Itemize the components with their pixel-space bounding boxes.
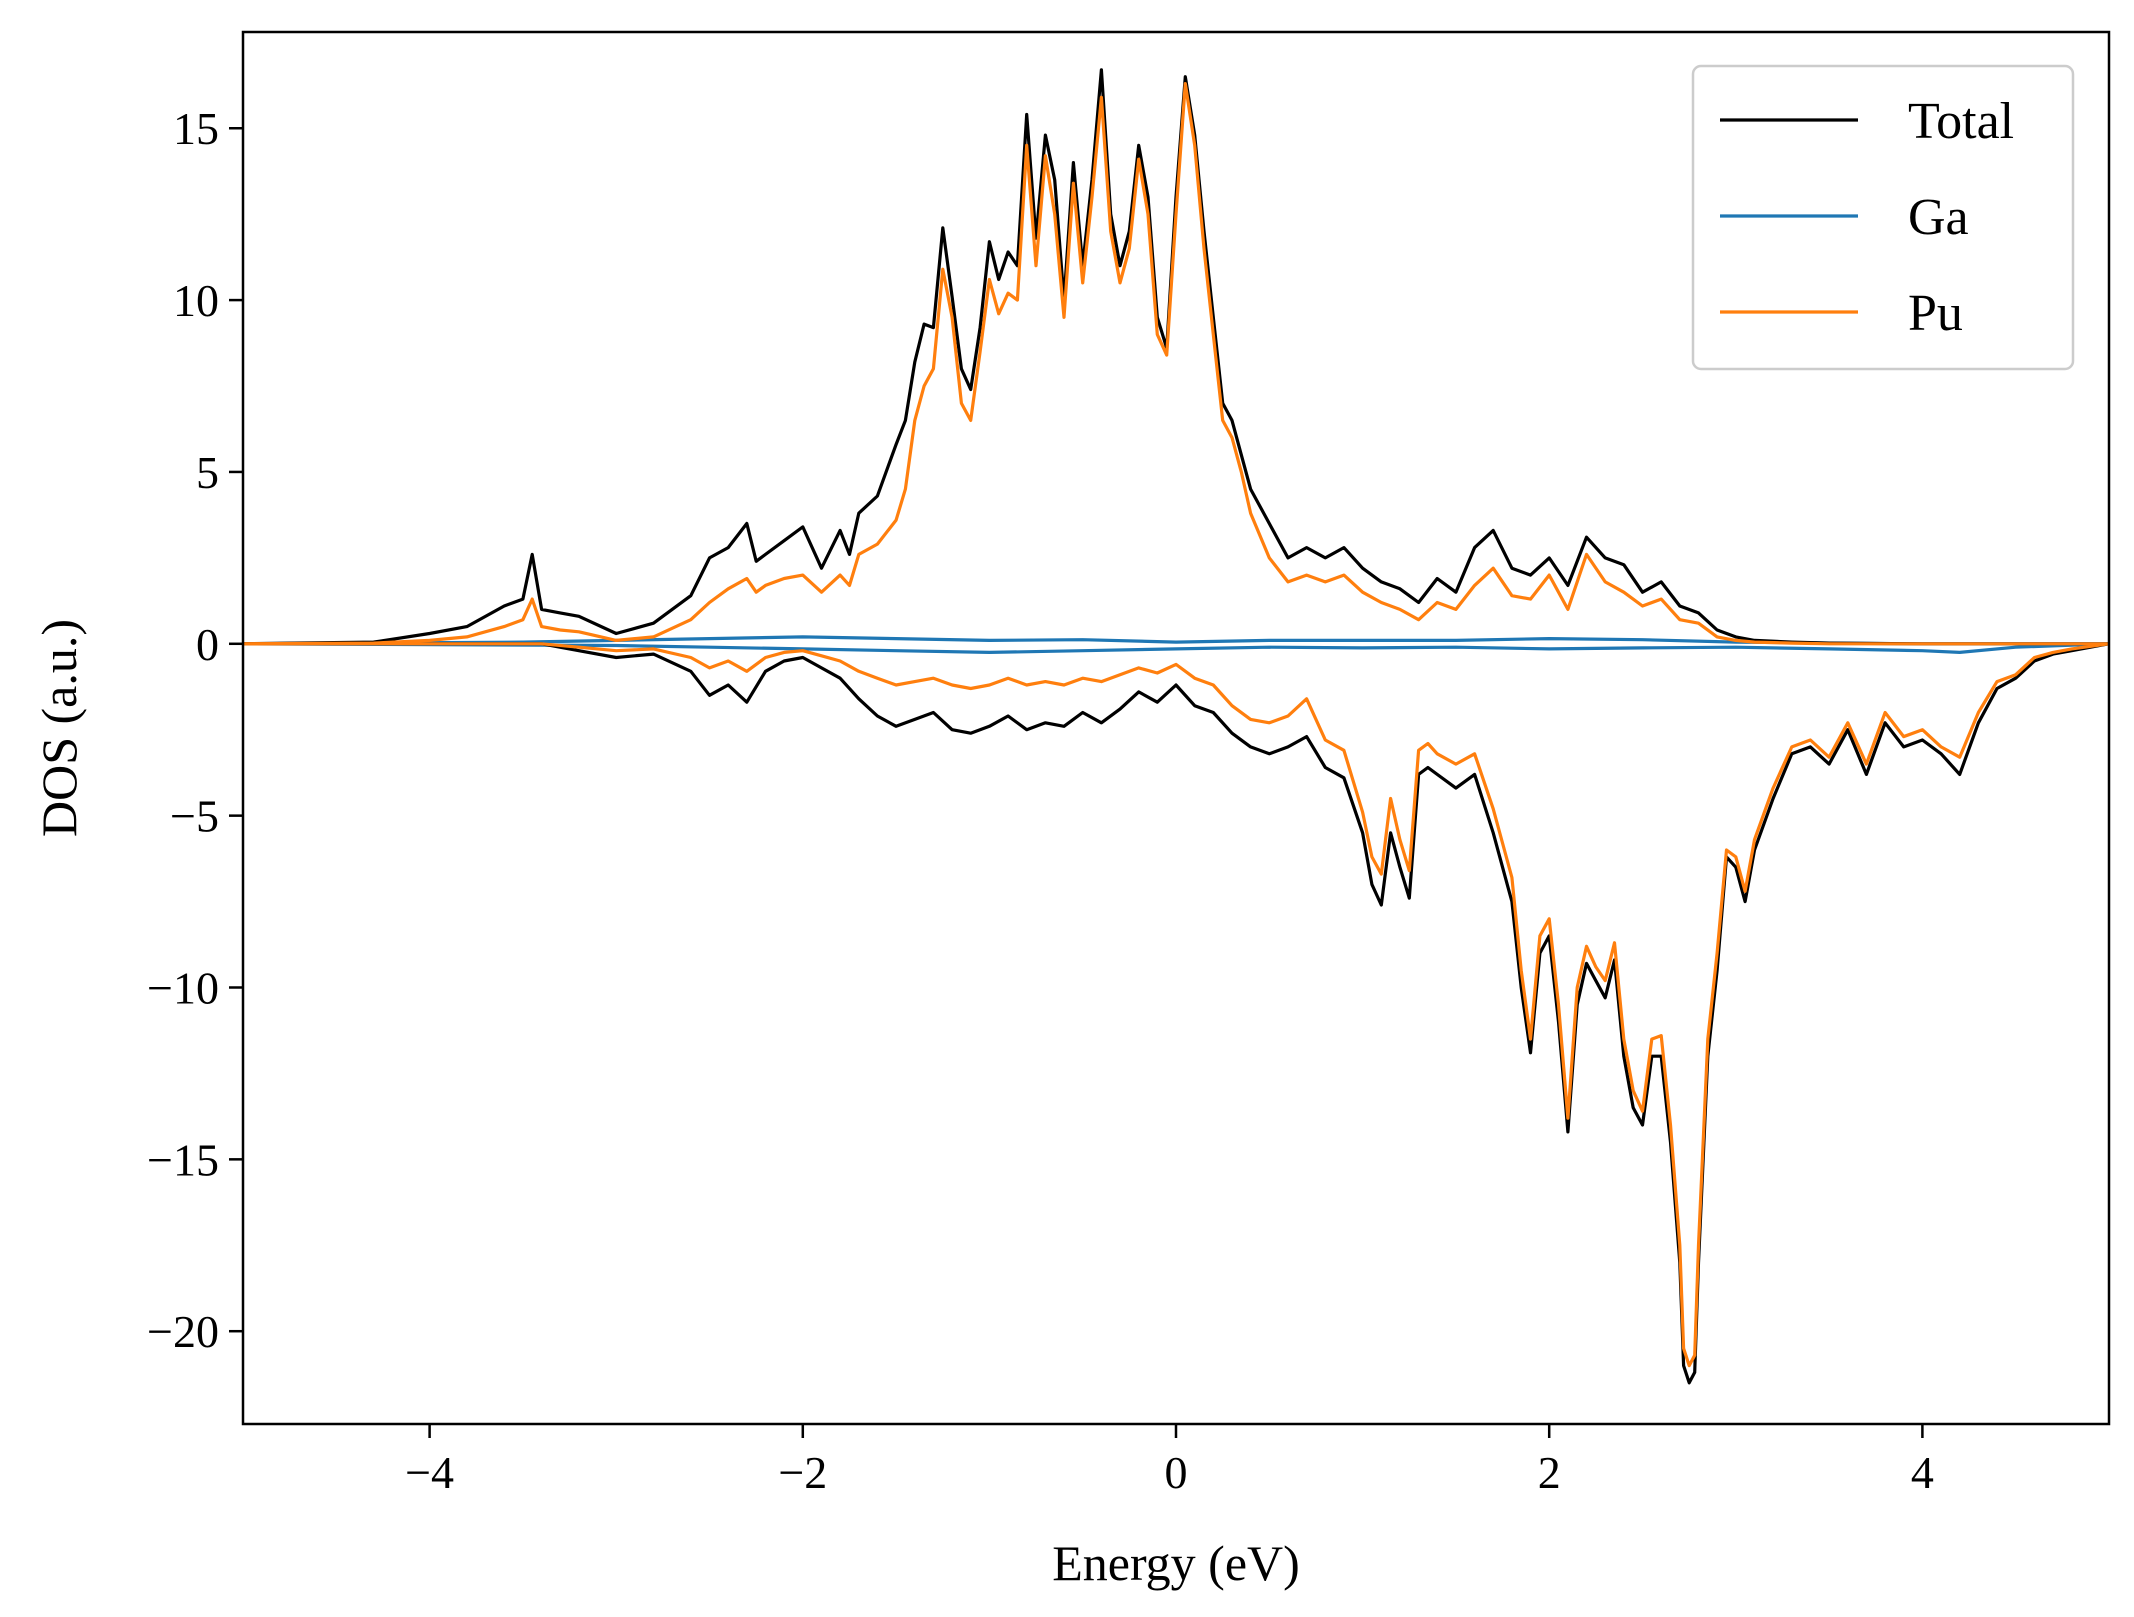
legend-box [1691,64,2075,371]
y-tick-label: 0 [196,619,219,670]
x-tick-label: 0 [1165,1447,1188,1498]
x-tick-label: −4 [405,1447,454,1498]
series-ga-spin-down-line [243,642,2109,654]
x-tick-label: 2 [1538,1447,1561,1498]
y-axis: 15 10 5 0 −5 −10 −15 −20 [147,103,243,1357]
y-tick-label: −15 [147,1134,219,1185]
x-axis: −4 −2 0 2 4 [405,1424,1934,1498]
legend-label-total: Total [1908,93,2014,150]
series-pu-spin-down-line [243,642,2109,1368]
x-tick-label: −2 [778,1447,827,1498]
y-tick-label: −5 [170,791,219,842]
legend-label-pu: Pu [1908,285,1963,342]
series-layer [243,68,2109,1385]
y-tick-label: 10 [173,275,219,326]
x-tick-label: 4 [1911,1447,1934,1498]
legend: Total Ga Pu [1691,64,2075,371]
y-tick-label: 15 [173,103,219,154]
y-axis-title: DOS (a.u.) [31,619,87,837]
y-tick-label: 5 [196,447,219,498]
legend-label-ga: Ga [1908,189,1969,246]
y-tick-label: −10 [147,962,219,1013]
x-axis-title: Energy (eV) [1052,1535,1300,1591]
y-tick-label: −20 [147,1306,219,1357]
series-total-spin-down-line [243,642,2109,1385]
series-pu-spin-up-line [243,82,2109,646]
